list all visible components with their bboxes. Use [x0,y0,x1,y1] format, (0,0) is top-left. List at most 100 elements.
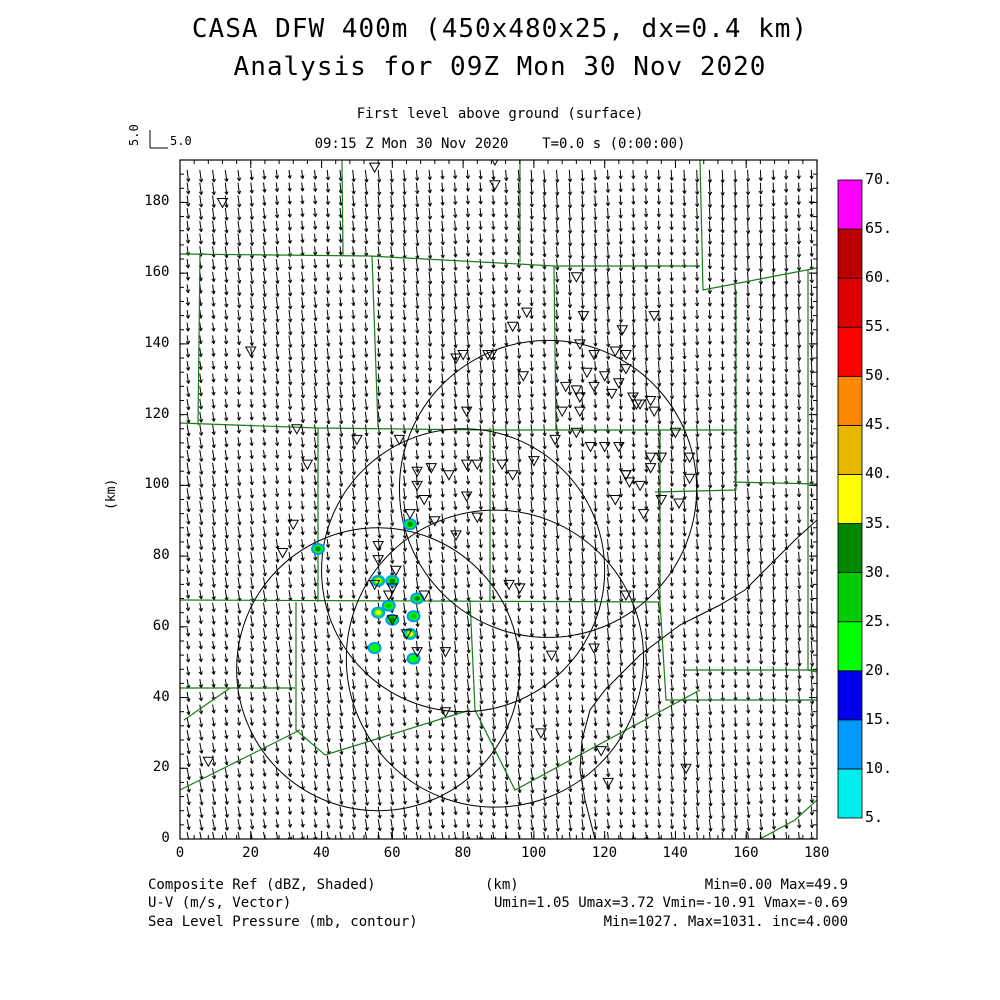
wind-vector [670,717,675,731]
wind-vector [619,679,624,691]
wind-vector [313,640,318,653]
wind-vector [275,220,280,232]
wind-vector [784,780,789,790]
wind-vector [682,640,687,651]
wind-vector [618,309,624,323]
wind-vector [784,551,789,564]
wind-vector [784,819,789,829]
wind-vector [262,551,267,564]
wind-vector [236,437,242,447]
wind-vector [644,755,649,767]
wind-vector [516,577,522,587]
wind-vector [618,819,624,829]
wind-vector [734,831,737,839]
wind-vector [758,386,763,396]
wind-vector [224,730,229,740]
wind-vector [771,449,776,460]
wind-vector [605,182,611,193]
wind-vector [313,768,318,779]
wind-vector [249,399,254,408]
wind-vector [237,742,242,752]
wind-vector [237,488,242,500]
wind-vector [275,793,280,803]
wind-vector [262,500,267,511]
wind-vector [606,831,611,839]
wind-vector [542,539,547,551]
wind-vector [186,742,191,755]
wind-vector [618,806,624,816]
wind-vector [504,322,509,334]
wind-vector [211,666,216,675]
wind-vector [682,513,687,525]
wind-vector [313,335,318,348]
station-marker [605,388,618,400]
wind-vector [529,437,535,450]
wind-vector [517,717,522,730]
wind-vector [784,500,789,511]
wind-vector [580,539,586,552]
wind-vector [707,195,713,208]
wind-vector [542,284,547,295]
wind-vector [453,246,458,258]
wind-vector [720,169,725,183]
wind-vector [695,755,700,769]
wind-vector [720,717,725,728]
wind-vector [720,462,725,476]
wind-vector [224,169,229,182]
wind-vector [275,755,280,765]
wind-vector [809,717,815,730]
wind-vector [199,831,202,839]
wind-vector [796,208,802,219]
wind-vector [275,271,280,284]
station-marker [570,272,583,283]
wind-vector [199,462,204,475]
wind-vector [746,666,751,676]
station-marker [276,548,289,559]
wind-vector [186,780,191,793]
wind-vector [313,449,318,461]
wind-vector [746,577,751,590]
station-marker [627,392,639,403]
wind-vector [809,208,814,218]
wind-vector [784,742,789,753]
wind-vector [504,589,509,599]
wind-vector [262,195,267,206]
wind-vector [390,768,395,780]
wind-vector [211,679,216,688]
station-marker [520,307,533,319]
station-marker [517,371,530,382]
wind-vector [287,780,293,790]
wind-vector [211,589,216,601]
wind-vector [797,615,802,629]
station-marker [386,583,399,594]
wind-vector [326,666,331,678]
wind-vector [567,411,572,422]
wind-vector [287,182,292,192]
wind-vector [326,819,331,829]
wind-vector [656,284,662,295]
wind-vector [593,768,598,778]
wind-vector [313,666,318,679]
wind-vector [428,577,433,590]
wind-vector [377,195,382,208]
wind-vector [466,640,471,654]
wind-vector [771,488,776,499]
wind-vector [593,730,598,739]
wind-vector [771,182,776,194]
wind-vector [593,246,598,260]
wind-vector [758,742,764,752]
wind-vector [491,704,497,718]
wind-vector [618,513,623,524]
wind-vector [275,577,280,589]
wind-vector [415,793,420,804]
wind-vector [186,717,191,729]
wind-vector [746,462,751,474]
wind-vector [237,615,242,627]
wind-vector [542,780,548,794]
wind-vector [224,679,229,688]
wind-vector [249,437,254,447]
wind-vector [478,589,484,601]
wind-vector [465,500,471,510]
wind-vector [669,462,675,475]
colorbar-swatch [837,719,863,770]
